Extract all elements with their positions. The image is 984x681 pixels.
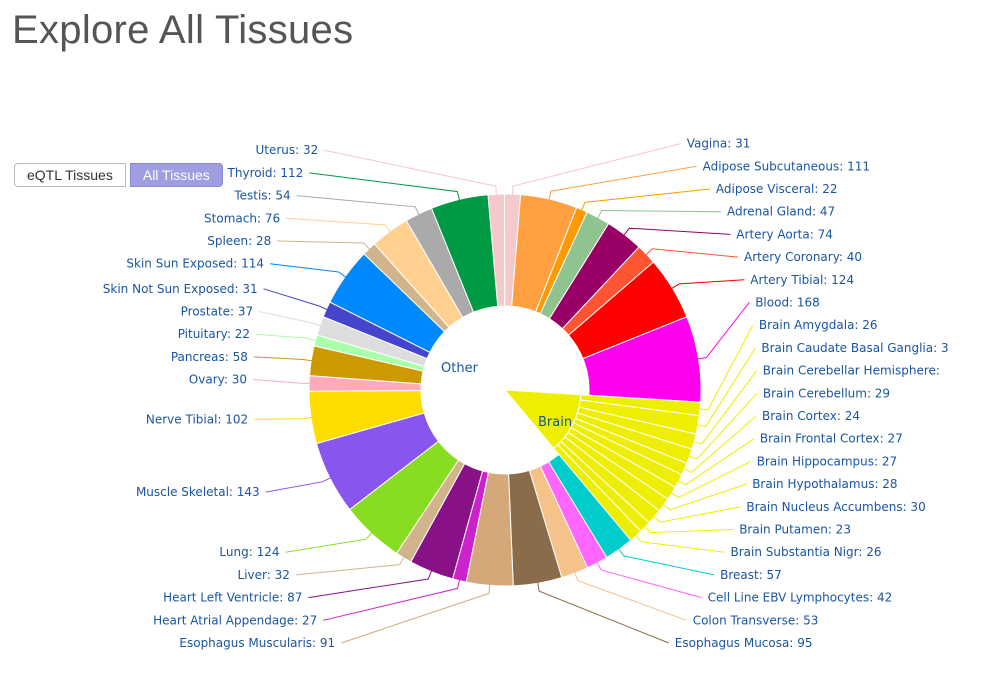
slice-label-brain-hippocampus-27: Brain Hippocampus: 27 [757, 454, 897, 468]
leader-line-brain-cerebellar-hemisphere [691, 370, 758, 445]
leader-line-brain-amygdala-26 [698, 324, 754, 411]
slice-label-brain-substantia-nigr-26: Brain Substantia Nigr: 26 [731, 545, 882, 559]
page-title: Explore All Tissues [12, 8, 354, 52]
tissue-toggle: eQTL Tissues All Tissues [14, 163, 223, 187]
slice-label-muscle-skeletal-143: Muscle Skeletal: 143 [136, 485, 260, 499]
leader-line-liver-32 [295, 555, 406, 576]
slice-label-artery-tibial-124: Artery Tibial: 124 [750, 273, 854, 287]
leader-line-ovary-30 [252, 379, 312, 384]
slice-label-adrenal-gland-47: Adrenal Gland: 47 [727, 205, 835, 219]
slice-label-brain-hypothalamus-28: Brain Hypothalamus: 28 [752, 477, 897, 491]
group-label-brain: Brain [538, 415, 572, 430]
slice-label-spleen-28: Spleen: 28 [207, 234, 271, 248]
slice-label-brain-nucleus-accumbens-30: Brain Nucleus Accumbens: 30 [746, 500, 925, 514]
slice-label-brain-putamen-23: Brain Putamen: 23 [739, 523, 851, 537]
leader-line-brain-hypothalamus-28 [661, 483, 747, 511]
leader-line-brain-cerebellum-29 [687, 392, 758, 460]
leader-line-heart-atrial-appendage-27 [323, 578, 461, 621]
slice-label-ovary-30: Ovary: 30 [189, 373, 247, 387]
slice-label-liver-32: Liver: 32 [238, 568, 290, 582]
leader-line-muscle-skeletal-143 [265, 476, 332, 493]
slice-brain-substantia-nigr-26[interactable] [553, 444, 642, 541]
leader-line-skin-sun-exposed-114 [269, 263, 347, 279]
slice-label-lung-124: Lung: 124 [219, 545, 279, 559]
slice-label-heart-atrial-appendage-27: Heart Atrial Appendage: 27 [153, 613, 317, 627]
leader-line-pituitary-22 [255, 333, 318, 342]
leader-line-esophagus-mucosa-95 [537, 581, 669, 644]
group-label-other: Other [441, 361, 479, 376]
leader-line-brain-cortex-24 [682, 415, 757, 473]
slice-label-breast-57: Breast: 57 [720, 568, 782, 582]
slice-label-prostate-37: Prostate: 37 [181, 305, 254, 319]
slice-label-blood-168: Blood: 168 [755, 296, 820, 310]
slice-label-pancreas-58: Pancreas: 58 [171, 350, 248, 364]
slice-label-brain-cerebellar-hemisphere: Brain Cerebellar Hemisphere: [763, 364, 940, 378]
leader-line-vagina-31 [512, 143, 681, 197]
slice-thyroid-112[interactable] [430, 194, 499, 313]
leader-line-brain-substantia-nigr-26 [634, 534, 725, 553]
leader-line-blood-168 [696, 302, 750, 360]
all-tissues-button[interactable]: All Tissues [129, 163, 223, 187]
leader-line-brain-caudate-basal-ganglia-3 [695, 347, 756, 427]
leader-line-pancreas-58 [253, 356, 314, 362]
leader-line-artery-tibial-124 [670, 279, 745, 290]
slice-label-adipose-subcutaneous-111: Adipose Subcutaneous: 111 [703, 159, 870, 173]
leader-line-adipose-subcutaneous-111 [548, 165, 697, 202]
leader-line-skin-not-sun-exposed-31 [263, 288, 329, 311]
slice-label-skin-sun-exposed-114: Skin Sun Exposed: 114 [126, 257, 264, 271]
eqtl-tissues-button[interactable]: eQTL Tissues [14, 163, 126, 187]
leader-line-testis-54 [296, 195, 421, 217]
leader-line-uterus-32 [324, 149, 497, 197]
slice-label-skin-not-sun-exposed-31: Skin Not Sun Exposed: 31 [103, 282, 258, 296]
slice-label-heart-left-ventricle-87: Heart Left Ventricle: 87 [163, 591, 302, 605]
slice-label-thyroid-112: Thyroid: 112 [227, 166, 304, 180]
slice-label-brain-cortex-24: Brain Cortex: 24 [762, 409, 860, 423]
leader-line-stomach-76 [286, 217, 392, 234]
leader-line-brain-hippocampus-27 [669, 460, 751, 498]
slice-label-brain-caudate-basal-ganglia-3: Brain Caudate Basal Ganglia: 3 [761, 341, 948, 355]
leader-line-breast-57 [617, 547, 715, 576]
leader-line-brain-putamen-23 [643, 525, 734, 534]
slice-label-brain-amygdala-26: Brain Amygdala: 26 [759, 318, 878, 332]
leader-line-thyroid-112 [309, 172, 461, 202]
slice-label-vagina-31: Vagina: 31 [687, 137, 751, 151]
slice-label-colon-transverse-53: Colon Transverse: 53 [693, 613, 819, 627]
slice-label-artery-coronary-40: Artery Coronary: 40 [744, 250, 862, 264]
slice-label-artery-aorta-74: Artery Aorta: 74 [736, 227, 833, 241]
leader-line-prostate-37 [259, 311, 322, 327]
leader-line-brain-frontal-cortex-27 [676, 438, 755, 486]
slice-label-esophagus-mucosa-95: Esophagus Mucosa: 95 [675, 636, 813, 650]
slice-label-nerve-tibial-102: Nerve Tibial: 102 [146, 412, 248, 426]
leader-line-adipose-visceral-22 [580, 188, 710, 212]
slice-label-uterus-32: Uterus: 32 [256, 143, 319, 157]
leader-line-artery-coronary-40 [644, 248, 739, 258]
leader-line-esophagus-muscularis-91 [341, 583, 491, 644]
leader-line-adrenal-gland-47 [596, 209, 722, 220]
leader-line-artery-aorta-74 [622, 227, 731, 237]
slice-label-testis-54: Testis: 54 [233, 189, 290, 203]
slice-label-adipose-visceral-22: Adipose Visceral: 22 [716, 182, 838, 196]
slice-label-esophagus-muscularis-91: Esophagus Muscularis: 91 [179, 636, 335, 650]
leader-line-nerve-tibial-102 [254, 416, 313, 420]
leader-line-lung-124 [285, 531, 374, 553]
slice-label-stomach-76: Stomach: 76 [204, 211, 280, 225]
leader-line-brain-nucleus-accumbens-30 [652, 506, 741, 523]
leader-line-colon-transverse-53 [573, 571, 687, 621]
leader-line-spleen-28 [277, 240, 371, 251]
slice-label-cell-line-ebv-lymphocytes-42: Cell Line EBV Lymphocytes: 42 [708, 591, 893, 605]
leader-line-heart-left-ventricle-87 [308, 569, 433, 599]
slice-label-pituitary-22: Pituitary: 22 [178, 327, 250, 341]
slice-label-brain-cerebellum-29: Brain Cerebellum: 29 [763, 386, 890, 400]
slice-label-brain-frontal-cortex-27: Brain Frontal Cortex: 27 [760, 432, 903, 446]
leader-line-cell-line-ebv-lymphocytes-42 [595, 560, 702, 599]
